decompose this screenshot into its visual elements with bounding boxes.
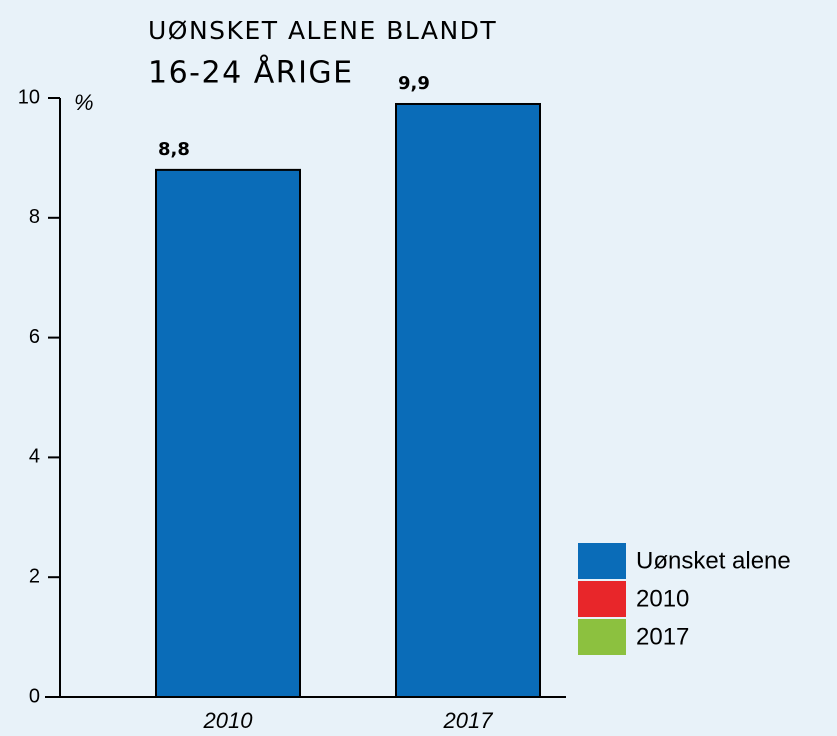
y-tick-label: 8 xyxy=(29,206,40,228)
bar xyxy=(395,102,541,699)
x-tick-label: 2017 xyxy=(443,708,494,733)
legend-label: 2017 xyxy=(636,623,689,650)
bar xyxy=(155,168,301,698)
legend-swatch xyxy=(578,543,626,579)
chart-title: UØNSKET ALENE BLANDT xyxy=(148,16,497,45)
y-axis-label: % xyxy=(74,90,94,115)
data-label: 9,9 xyxy=(398,73,430,94)
y-tick-label: 0 xyxy=(29,685,40,707)
x-tick-label: 2010 xyxy=(203,708,254,733)
chart-title: 16-24 ÅRIGE xyxy=(148,55,354,91)
y-tick-label: 10 xyxy=(18,86,40,108)
y-tick-label: 4 xyxy=(29,446,40,468)
data-label: 8,8 xyxy=(158,139,190,160)
y-tick-label: 6 xyxy=(29,326,40,348)
legend-swatch xyxy=(578,619,626,655)
y-tick-label: 2 xyxy=(29,565,40,587)
legend-label: Uønsket alene xyxy=(636,547,791,574)
legend-label: 2010 xyxy=(636,585,689,612)
legend-swatch xyxy=(578,581,626,617)
